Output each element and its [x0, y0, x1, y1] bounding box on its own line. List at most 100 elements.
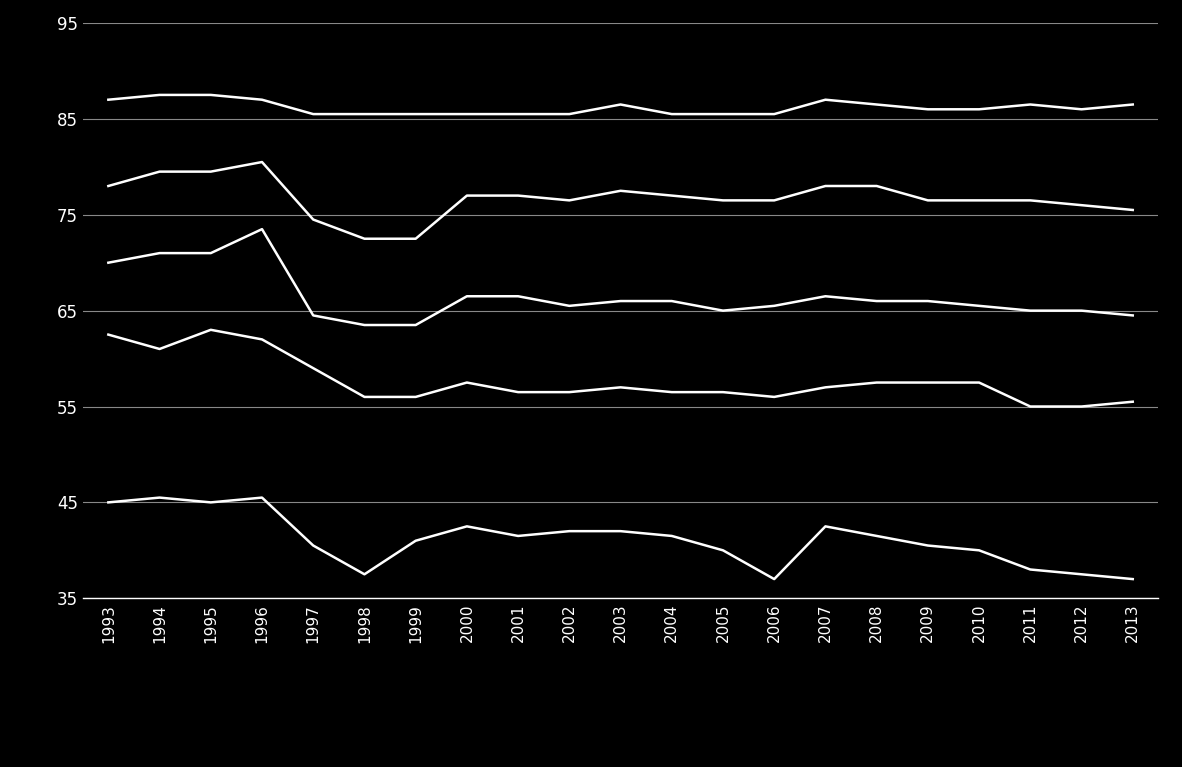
55-59 anni	[357, 393, 371, 402]
65-74 anni	[306, 311, 320, 320]
75 anni e più	[357, 110, 371, 119]
45-54 anni	[921, 541, 935, 550]
60-64 anni	[1125, 206, 1139, 215]
60-64 anni	[613, 186, 628, 196]
65-74 anni	[460, 291, 474, 301]
45-54 anni	[870, 532, 884, 541]
75 anni e più	[921, 105, 935, 114]
55-59 anni	[563, 387, 577, 397]
45-54 anni	[357, 570, 371, 579]
60-64 anni	[102, 181, 116, 190]
45-54 anni	[716, 546, 730, 555]
55-59 anni	[152, 344, 167, 354]
65-74 anni	[102, 258, 116, 268]
60-64 anni	[152, 167, 167, 176]
55-59 anni	[511, 387, 525, 397]
45-54 anni	[409, 536, 423, 545]
75 anni e più	[613, 100, 628, 109]
75 anni e più	[255, 95, 269, 104]
45-54 anni	[511, 532, 525, 541]
Line: 65-74 anni: 65-74 anni	[109, 229, 1132, 325]
55-59 anni	[203, 325, 217, 334]
55-59 anni	[409, 393, 423, 402]
75 anni e più	[306, 110, 320, 119]
55-59 anni	[613, 383, 628, 392]
60-64 anni	[870, 181, 884, 190]
65-74 anni	[255, 225, 269, 234]
65-74 anni	[664, 297, 678, 306]
65-74 anni	[972, 301, 986, 311]
60-64 anni	[255, 157, 269, 166]
55-59 anni	[306, 364, 320, 373]
55-59 anni	[102, 330, 116, 339]
65-74 anni	[1125, 311, 1139, 320]
45-54 anni	[818, 522, 832, 531]
75 anni e più	[152, 91, 167, 100]
55-59 anni	[664, 387, 678, 397]
75 anni e più	[409, 110, 423, 119]
60-64 anni	[1074, 201, 1089, 210]
60-64 anni	[921, 196, 935, 205]
75 anni e più	[460, 110, 474, 119]
45-54 anni	[306, 541, 320, 550]
55-59 anni	[1074, 402, 1089, 411]
75 anni e più	[818, 95, 832, 104]
75 anni e più	[102, 95, 116, 104]
Line: 45-54 anni: 45-54 anni	[109, 498, 1132, 579]
Line: 55-59 anni: 55-59 anni	[109, 330, 1132, 407]
75 anni e più	[767, 110, 781, 119]
60-64 anni	[818, 181, 832, 190]
55-59 anni	[255, 334, 269, 344]
Line: 75 anni e più: 75 anni e più	[109, 95, 1132, 114]
45-54 anni	[1074, 570, 1089, 579]
75 anni e più	[664, 110, 678, 119]
65-74 anni	[1074, 306, 1089, 315]
60-64 anni	[460, 191, 474, 200]
65-74 anni	[357, 321, 371, 330]
55-59 anni	[818, 383, 832, 392]
60-64 anni	[1024, 196, 1038, 205]
45-54 anni	[460, 522, 474, 531]
45-54 anni	[767, 574, 781, 584]
65-74 anni	[563, 301, 577, 311]
55-59 anni	[921, 378, 935, 387]
65-74 anni	[921, 297, 935, 306]
65-74 anni	[716, 306, 730, 315]
60-64 anni	[409, 234, 423, 243]
45-54 anni	[1125, 574, 1139, 584]
55-59 anni	[870, 378, 884, 387]
55-59 anni	[716, 387, 730, 397]
65-74 anni	[152, 249, 167, 258]
75 anni e più	[563, 110, 577, 119]
65-74 anni	[870, 297, 884, 306]
65-74 anni	[409, 321, 423, 330]
60-64 anni	[306, 215, 320, 224]
75 anni e più	[1024, 100, 1038, 109]
75 anni e più	[1074, 105, 1089, 114]
45-54 anni	[1024, 565, 1038, 574]
60-64 anni	[972, 196, 986, 205]
60-64 anni	[511, 191, 525, 200]
60-64 anni	[716, 196, 730, 205]
45-54 anni	[563, 526, 577, 535]
45-54 anni	[255, 493, 269, 502]
65-74 anni	[511, 291, 525, 301]
65-74 anni	[203, 249, 217, 258]
65-74 anni	[1024, 306, 1038, 315]
60-64 anni	[357, 234, 371, 243]
75 anni e più	[1125, 100, 1139, 109]
45-54 anni	[972, 546, 986, 555]
75 anni e più	[870, 100, 884, 109]
55-59 anni	[972, 378, 986, 387]
55-59 anni	[460, 378, 474, 387]
65-74 anni	[818, 291, 832, 301]
55-59 anni	[767, 393, 781, 402]
55-59 anni	[1125, 397, 1139, 407]
45-54 anni	[613, 526, 628, 535]
75 anni e più	[203, 91, 217, 100]
60-64 anni	[664, 191, 678, 200]
75 anni e più	[511, 110, 525, 119]
75 anni e più	[716, 110, 730, 119]
60-64 anni	[767, 196, 781, 205]
65-74 anni	[613, 297, 628, 306]
